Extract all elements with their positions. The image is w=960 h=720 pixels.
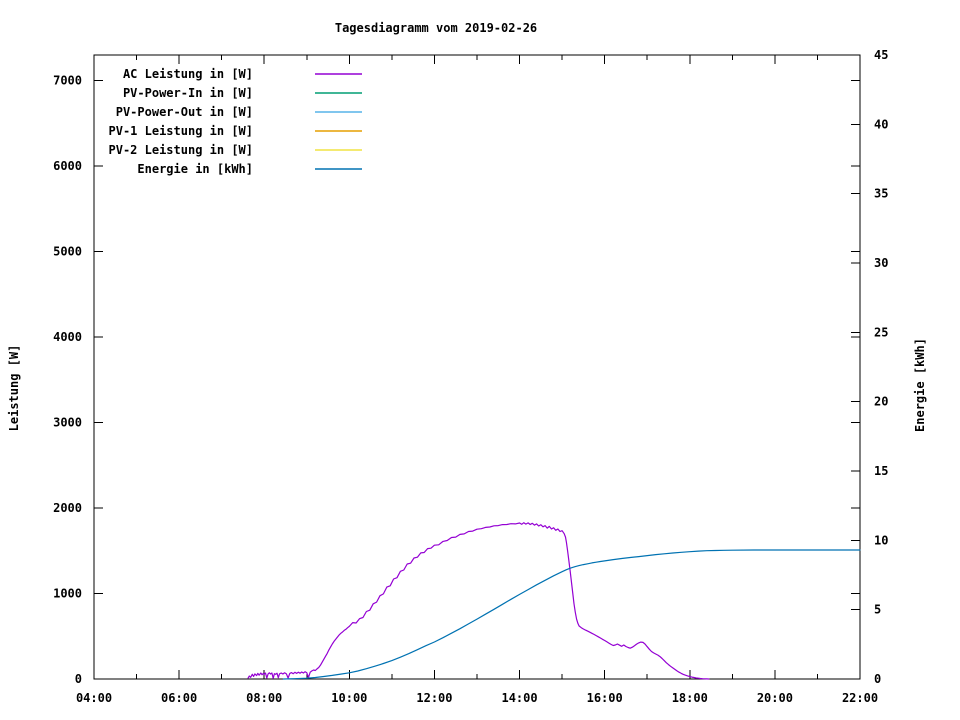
- x-tick-label: 18:00: [672, 691, 708, 705]
- y1-tick-label: 7000: [53, 74, 82, 88]
- y2-tick-label: 40: [874, 117, 888, 131]
- legend-label: PV-1 Leistung in [W]: [109, 124, 254, 138]
- y1-tick-label: 0: [75, 672, 82, 686]
- legend-label: PV-Power-Out in [W]: [116, 105, 253, 119]
- y1-tick-label: 3000: [53, 416, 82, 430]
- y1-tick-label: 6000: [53, 159, 82, 173]
- y2-tick-label: 35: [874, 187, 888, 201]
- x-tick-label: 12:00: [416, 691, 452, 705]
- x-tick-label: 14:00: [501, 691, 537, 705]
- x-tick-label: 10:00: [331, 691, 367, 705]
- x-tick-label: 08:00: [246, 691, 282, 705]
- legend-label: Energie in [kWh]: [137, 162, 253, 176]
- series-line-ac-leistung-in-w: [247, 522, 710, 680]
- x-tick-label: 16:00: [587, 691, 623, 705]
- y2-tick-label: 25: [874, 325, 888, 339]
- y2-tick-label: 20: [874, 395, 888, 409]
- y2-tick-label: 45: [874, 48, 888, 62]
- x-tick-label: 20:00: [757, 691, 793, 705]
- x-tick-label: 06:00: [161, 691, 197, 705]
- legend-label: PV-Power-In in [W]: [123, 86, 253, 100]
- y2-tick-label: 0: [874, 672, 881, 686]
- y2-tick-label: 5: [874, 603, 881, 617]
- y1-tick-label: 2000: [53, 501, 82, 515]
- y2-tick-label: 15: [874, 464, 888, 478]
- series-line-energie-in-kwh: [282, 549, 861, 680]
- x-tick-label: 04:00: [76, 691, 112, 705]
- legend-label: AC Leistung in [W]: [123, 67, 253, 81]
- legend-label: PV-2 Leistung in [W]: [109, 143, 254, 157]
- y1-tick-label: 4000: [53, 330, 82, 344]
- y2-tick-label: 10: [874, 533, 888, 547]
- y2-tick-label: 30: [874, 256, 888, 270]
- y1-tick-label: 5000: [53, 245, 82, 259]
- x-tick-label: 22:00: [842, 691, 878, 705]
- chart-title: Tagesdiagramm vom 2019-02-26: [334, 21, 538, 35]
- y1-tick-label: 1000: [53, 587, 82, 601]
